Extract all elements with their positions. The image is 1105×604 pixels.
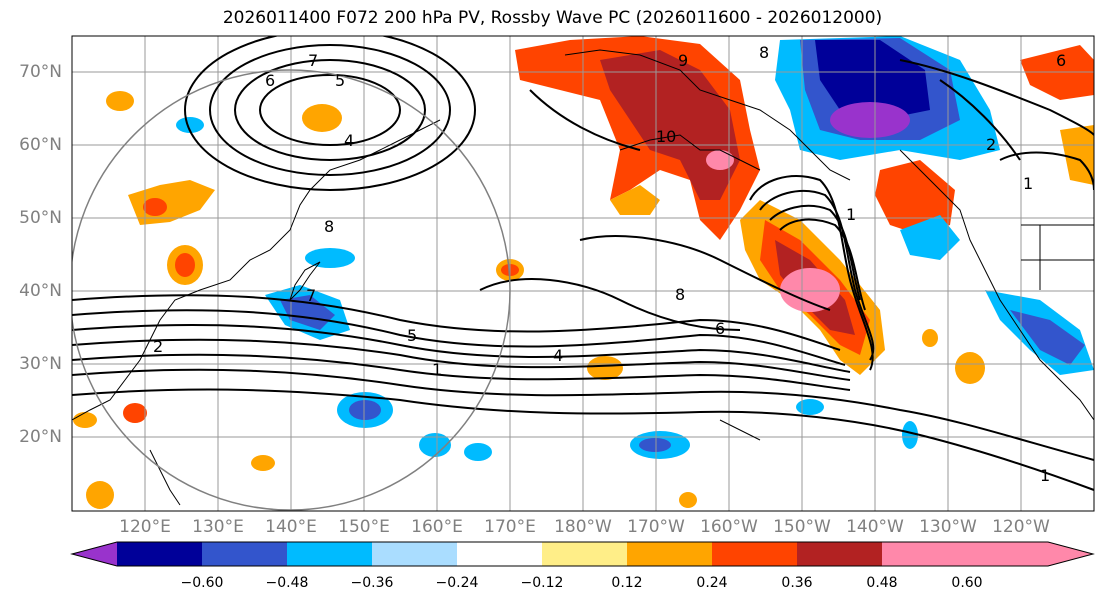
lat-label: 40°N [19, 281, 62, 301]
colorbar-tick: 0.24 [696, 575, 728, 591]
contour-label: 8 [324, 217, 334, 236]
contour-label: 5 [335, 71, 345, 90]
contour-label: 7 [306, 286, 316, 305]
lat-label: 30°N [19, 354, 62, 374]
contour-label: 1 [846, 205, 856, 224]
colorbar-swatch [542, 542, 627, 566]
contour-label: 6 [265, 71, 275, 90]
colorbar-swatch [287, 542, 372, 566]
lon-label: 180°W [554, 517, 612, 537]
colorbar-swatch [627, 542, 712, 566]
lon-label: 140°W [846, 517, 904, 537]
colorbar-extend-left [72, 542, 117, 566]
map-title: 2026011400 F072 200 hPa PV, Rossby Wave … [222, 8, 883, 28]
contour-label: 2 [986, 135, 996, 154]
colorbar-swatch [457, 542, 542, 566]
colorbar-tick: −0.60 [180, 575, 224, 591]
lat-label: 20°N [19, 427, 62, 447]
contour-labels: 7 6 5 4 8 9 10 8 7 6 5 4 1 2 1 1 2 6 8 1 [153, 43, 1066, 485]
colorbar-swatch [372, 542, 457, 566]
contour-label: 5 [407, 326, 417, 345]
lon-label: 120°W [992, 517, 1050, 537]
contour-label: 1 [1023, 174, 1033, 193]
colorbar-tick: 0.60 [951, 575, 983, 591]
rossby-circle [72, 69, 511, 511]
lon-label: 170°E [484, 517, 536, 537]
colorbar-tick: 0.36 [781, 575, 813, 591]
lon-label: 130°E [192, 517, 244, 537]
colorbar-swatch [117, 542, 202, 566]
lon-label: 160°W [700, 517, 758, 537]
contour-label: 1 [432, 360, 442, 379]
colorbar-swatch [882, 542, 967, 566]
lon-label: 150°E [338, 517, 390, 537]
lat-label: 70°N [19, 62, 62, 82]
lon-label: 160°E [411, 517, 463, 537]
map-frame [71, 35, 1095, 512]
colorbar-swatch [202, 542, 287, 566]
lon-label: 140°E [265, 517, 317, 537]
coastlines [72, 49, 1094, 506]
colorbar-tick: 0.48 [866, 575, 898, 591]
contour-label: 6 [715, 319, 725, 338]
lon-label: 170°W [627, 517, 685, 537]
lon-label: 120°E [119, 517, 171, 537]
contour-label: 8 [675, 285, 685, 304]
contour-label: 4 [553, 346, 563, 365]
colorbar-swatch [797, 542, 882, 566]
lon-label: 150°W [773, 517, 831, 537]
colorbar-swatch [712, 542, 797, 566]
colorbar-tick: −0.36 [350, 575, 394, 591]
colorbar [70, 541, 1095, 567]
contour-label: 4 [344, 131, 354, 150]
colorbar-tick: −0.48 [265, 575, 309, 591]
contour-label: 2 [153, 337, 163, 356]
lat-label: 50°N [19, 208, 62, 228]
pv-contours [72, 36, 1094, 491]
lat-label: 60°N [19, 135, 62, 155]
contour-label: 1 [1040, 466, 1050, 485]
colorbar-tick: −0.24 [435, 575, 479, 591]
contour-label: 10 [656, 127, 676, 146]
lon-label: 130°W [919, 517, 977, 537]
contour-label: 7 [308, 51, 318, 70]
colorbar-tick: 0.12 [611, 575, 643, 591]
colorbar-tick: −0.12 [520, 575, 564, 591]
contour-label: 6 [1056, 51, 1066, 70]
contour-label: 8 [759, 43, 769, 62]
contour-label: 9 [678, 51, 688, 70]
